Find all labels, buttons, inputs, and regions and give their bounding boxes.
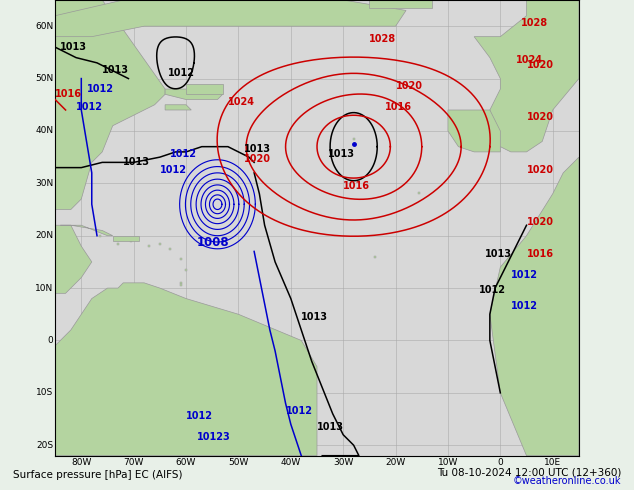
Text: 1028: 1028 [370,34,396,44]
Text: 1016: 1016 [343,181,370,191]
Text: 40N: 40N [36,126,53,135]
Text: 70W: 70W [124,458,144,467]
Text: 1020: 1020 [526,113,553,122]
Text: 1012: 1012 [285,406,313,416]
Polygon shape [186,84,223,94]
Text: 1013: 1013 [243,144,271,154]
Polygon shape [165,105,191,110]
Text: 10N: 10N [36,284,53,293]
Text: 10S: 10S [36,389,53,397]
Polygon shape [165,89,223,99]
Text: 60W: 60W [176,458,197,467]
Text: 1008: 1008 [197,236,229,249]
Text: 1024: 1024 [516,55,543,65]
Polygon shape [113,236,139,241]
Text: 1013: 1013 [60,42,87,52]
Text: 1020: 1020 [396,81,423,91]
Text: 20S: 20S [36,441,53,450]
Text: 1013: 1013 [484,248,512,259]
Text: 1012: 1012 [160,165,187,175]
Text: 50N: 50N [36,74,53,83]
Text: Tu 08-10-2024 12:00 UTC (12+360): Tu 08-10-2024 12:00 UTC (12+360) [437,468,621,478]
Text: 30W: 30W [333,458,353,467]
Text: 1028: 1028 [521,18,548,28]
Text: 1013: 1013 [301,312,328,321]
Text: 10E: 10E [544,458,561,467]
Polygon shape [490,157,579,456]
Text: Surface pressure [hPa] EC (AIFS): Surface pressure [hPa] EC (AIFS) [13,470,182,480]
Text: 1020: 1020 [526,217,553,227]
Polygon shape [55,225,92,294]
Text: 1012: 1012 [76,102,103,112]
Text: ©weatheronline.co.uk: ©weatheronline.co.uk [513,476,621,486]
Text: 80W: 80W [71,458,91,467]
Text: 20N: 20N [36,231,53,240]
Text: 1012: 1012 [168,68,195,78]
Polygon shape [60,225,113,236]
Text: 1012: 1012 [511,301,538,311]
Text: 1012: 1012 [511,270,538,280]
Text: 1013: 1013 [102,65,129,75]
Text: 1020: 1020 [526,60,553,70]
Polygon shape [474,0,579,152]
Text: 1016: 1016 [55,89,82,99]
Text: 1012: 1012 [479,285,507,295]
Text: 0: 0 [48,336,53,345]
Polygon shape [55,0,165,210]
Polygon shape [55,283,317,456]
Text: 1016: 1016 [526,248,553,259]
Text: 1016: 1016 [385,102,412,112]
Text: 10W: 10W [437,458,458,467]
Text: 1020: 1020 [243,154,271,164]
Text: 1012: 1012 [186,411,213,421]
Text: 60N: 60N [36,22,53,31]
Text: 30N: 30N [36,179,53,188]
Text: 40W: 40W [281,458,301,467]
Text: 10123: 10123 [197,432,230,442]
Polygon shape [55,0,406,37]
Text: 1012: 1012 [171,149,197,159]
Text: 1020: 1020 [526,165,553,175]
Text: 50W: 50W [228,458,249,467]
Text: 1013: 1013 [328,149,354,159]
Polygon shape [370,0,432,8]
Text: 0: 0 [498,458,503,467]
Text: 1024: 1024 [228,97,255,107]
Polygon shape [448,110,500,152]
Text: 20W: 20W [385,458,406,467]
Text: 1013: 1013 [123,157,150,167]
Text: 1013: 1013 [317,421,344,432]
Text: 1012: 1012 [86,84,113,94]
